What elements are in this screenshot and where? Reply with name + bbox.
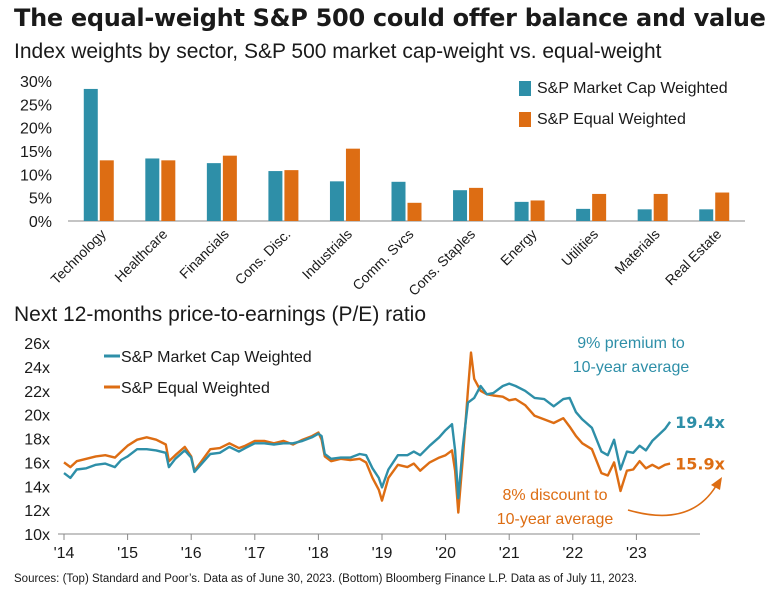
annotation-premium: 9% premium to <box>577 335 685 352</box>
bar-cap-materials <box>637 209 652 221</box>
end-label-equal: 15.9x <box>675 455 725 474</box>
x-tick-label: '18 <box>308 545 329 562</box>
y-tick-label: 26x <box>24 336 50 353</box>
legend-label: S&P Equal Weighted <box>121 380 270 397</box>
y-tick-label: 10% <box>20 167 52 184</box>
legend-label: S&P Market Cap Weighted <box>121 349 312 366</box>
y-tick-label: 12x <box>24 503 50 520</box>
bar-cap-technology <box>83 88 98 221</box>
x-tick-label: '17 <box>244 545 265 562</box>
x-tick-label: '22 <box>562 545 583 562</box>
series-line-cap-weighted <box>63 382 672 500</box>
legend-swatch <box>519 112 531 127</box>
y-tick-label: 25% <box>20 97 52 114</box>
y-tick-label: 14x <box>24 479 50 496</box>
y-tick-label: 0% <box>29 214 52 231</box>
x-tick-label: '21 <box>499 545 520 562</box>
sector-weight-bar-chart: 0%5%10%15%20%25%30%Technology Healthcare F… <box>20 74 745 299</box>
bar-equal-comm-svcs <box>407 202 422 221</box>
annotation-discount: 10-year average <box>497 511 614 528</box>
chart-title: The equal-weight S&P 500 could offer bal… <box>14 4 766 32</box>
x-tick-label: '19 <box>372 545 393 562</box>
bar-cap-comm-svcs <box>391 181 406 221</box>
source-note: Sources: (Top) Standard and Poor’s. Data… <box>14 573 638 585</box>
bar-equal-real-estate <box>715 192 730 221</box>
legend-label: S&P Equal Weighted <box>537 111 686 128</box>
line-chart-subtitle: Next 12-months price-to-earnings (P/E) r… <box>14 303 426 326</box>
bar-equal-cons-staples <box>469 187 484 221</box>
y-tick-label: 5% <box>29 191 52 208</box>
series-line-equal-weighted <box>63 351 671 514</box>
bar-equal-industrials <box>345 148 360 221</box>
y-tick-label: 22x <box>24 384 50 401</box>
arrow-head <box>711 477 722 490</box>
x-tick-label: '20 <box>435 545 456 562</box>
y-tick-label: 16x <box>24 455 50 472</box>
bar-cap-industrials <box>329 181 344 221</box>
bar-cap-cons-staples <box>453 190 468 221</box>
annotation-discount: 8% discount to <box>503 487 608 504</box>
bar-equal-financials <box>222 155 237 221</box>
y-tick-label: 10x <box>24 527 50 544</box>
bar-cap-financials <box>206 163 221 221</box>
x-tick-label: '15 <box>117 545 138 562</box>
end-label-cap: 19.4x <box>675 413 725 432</box>
x-tick-label: '23 <box>626 545 647 562</box>
bar-equal-cons-disc- <box>284 170 299 221</box>
bar-cap-real-estate <box>699 209 714 221</box>
bar-equal-energy <box>530 200 545 221</box>
x-tick-label: '14 <box>54 545 75 562</box>
bar-equal-healthcare <box>161 160 176 221</box>
bar-chart-subtitle: Index weights by sector, S&P 500 market … <box>14 40 662 63</box>
bar-cap-utilities <box>576 208 591 221</box>
bar-equal-technology <box>99 160 114 221</box>
y-tick-label: 15% <box>20 144 52 161</box>
bar-equal-materials <box>653 193 668 221</box>
y-tick-label: 18x <box>24 432 50 449</box>
annotation-arrow <box>627 485 717 517</box>
bar-cap-cons-disc- <box>268 171 283 221</box>
y-tick-label: 30% <box>20 74 52 91</box>
bar-equal-utilities <box>592 193 607 221</box>
y-tick-label: 24x <box>24 360 50 377</box>
legend-label: S&P Market Cap Weighted <box>537 80 728 97</box>
y-tick-label: 20x <box>24 408 50 425</box>
bar-cap-healthcare <box>145 158 160 221</box>
annotation-premium: 10-year average <box>573 359 690 376</box>
y-tick-label: 20% <box>20 121 52 138</box>
legend-swatch <box>519 81 531 96</box>
x-tick-label: '16 <box>181 545 202 562</box>
bar-cap-energy <box>514 201 529 221</box>
